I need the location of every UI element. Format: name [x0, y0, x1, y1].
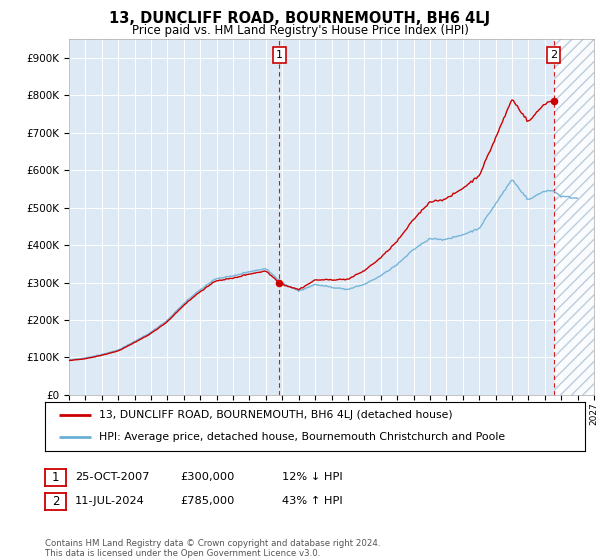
Text: 13, DUNCLIFF ROAD, BOURNEMOUTH, BH6 4LJ (detached house): 13, DUNCLIFF ROAD, BOURNEMOUTH, BH6 4LJ … [99, 410, 452, 421]
Text: £785,000: £785,000 [180, 496, 235, 506]
Text: 2: 2 [550, 50, 557, 60]
Text: HPI: Average price, detached house, Bournemouth Christchurch and Poole: HPI: Average price, detached house, Bour… [99, 432, 505, 442]
Text: 1: 1 [52, 470, 59, 484]
Text: £300,000: £300,000 [180, 472, 235, 482]
Point [549, 96, 559, 105]
Text: 12% ↓ HPI: 12% ↓ HPI [282, 472, 343, 482]
Text: 43% ↑ HPI: 43% ↑ HPI [282, 496, 343, 506]
Text: 25-OCT-2007: 25-OCT-2007 [75, 472, 149, 482]
Text: 2: 2 [52, 494, 59, 508]
Point [275, 278, 284, 287]
Text: 1: 1 [276, 50, 283, 60]
Text: 11-JUL-2024: 11-JUL-2024 [75, 496, 145, 506]
Text: Price paid vs. HM Land Registry's House Price Index (HPI): Price paid vs. HM Land Registry's House … [131, 24, 469, 36]
Bar [554, 39, 594, 395]
Text: 13, DUNCLIFF ROAD, BOURNEMOUTH, BH6 4LJ: 13, DUNCLIFF ROAD, BOURNEMOUTH, BH6 4LJ [109, 11, 491, 26]
Text: Contains HM Land Registry data © Crown copyright and database right 2024.
This d: Contains HM Land Registry data © Crown c… [45, 539, 380, 558]
